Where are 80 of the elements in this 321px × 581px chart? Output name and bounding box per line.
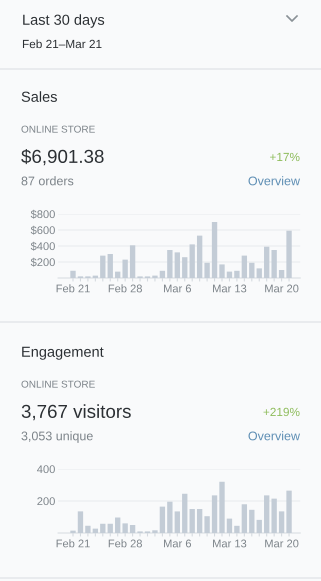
text: Overview [248,431,300,440]
bar [196,509,202,533]
chart-subtitle: ONLINE STORE [21,126,95,133]
bar [85,526,91,533]
bar [256,520,262,533]
bar [278,511,284,533]
x-tick-label: Feb 21 [56,284,90,292]
bar [122,523,128,533]
bar [204,516,210,533]
x-tick-label: Mar 20 [265,540,298,548]
y-tick-label: 400 [37,465,55,474]
bar [212,495,218,533]
y-tick-label: $400 [30,242,55,251]
bar [78,511,84,533]
bar [212,222,218,278]
bar [182,494,188,533]
text: Overview [248,176,300,186]
text: +17% [270,152,300,162]
bar [182,257,188,278]
bar [219,264,225,278]
bar [264,495,270,533]
bar [130,245,136,278]
text: Feb 21–Mar 21 [22,40,102,48]
x-tick-label: Mar 13 [213,284,246,292]
bar [122,260,128,278]
bar [264,246,270,278]
bar [115,272,120,278]
text: 3,053 unique [21,431,93,443]
bar [174,511,180,533]
text: 3,767 visitors [22,404,131,420]
x-tick-label: Mar 13 [213,540,246,548]
bar [249,510,254,533]
x-tick-label: Feb 28 [108,539,142,548]
bar [70,270,76,278]
bar [100,524,106,533]
bar [190,244,195,278]
bar [167,250,173,278]
chart-subtitle: ONLINE STORE [21,380,95,388]
bar [234,526,240,533]
bar [242,504,248,533]
bar [271,250,277,278]
bar [249,262,254,278]
bar [100,256,106,278]
bar [271,498,277,533]
y-tick-label: $600 [30,226,55,235]
bar [226,518,232,533]
bar [204,262,210,278]
bar [174,252,180,278]
bar [167,502,173,533]
bar [278,270,284,278]
bar [234,270,240,278]
x-tick-label: Feb 21 [56,539,90,548]
bar [160,506,166,533]
bar [286,490,292,533]
bar [160,270,166,278]
y-tick-label: 200 [37,497,55,506]
bar [190,509,195,533]
text: 87 orders [22,176,74,186]
bar [196,236,202,278]
x-tick-label: Mar 6 [164,284,192,292]
bar [108,524,113,533]
text: $6,901.38 [21,148,104,166]
x-tick-label: Mar 6 [164,540,192,548]
y-tick-label: $800 [30,210,55,219]
x-tick-label: Mar 20 [265,284,298,292]
bar [108,254,113,278]
bar [92,528,98,533]
x-tick-label: Feb 28 [108,284,142,292]
chart-title: Sales [22,91,57,102]
bar [219,482,225,533]
chart-title: Engagement [22,346,104,360]
bar [242,256,248,278]
bar [130,525,136,533]
y-tick-label: $200 [30,258,55,267]
text: Last 30 days [23,14,104,28]
bar [286,230,292,278]
text: +219% [263,408,300,416]
bar [115,517,120,533]
bar [226,272,232,278]
bar [256,268,262,278]
